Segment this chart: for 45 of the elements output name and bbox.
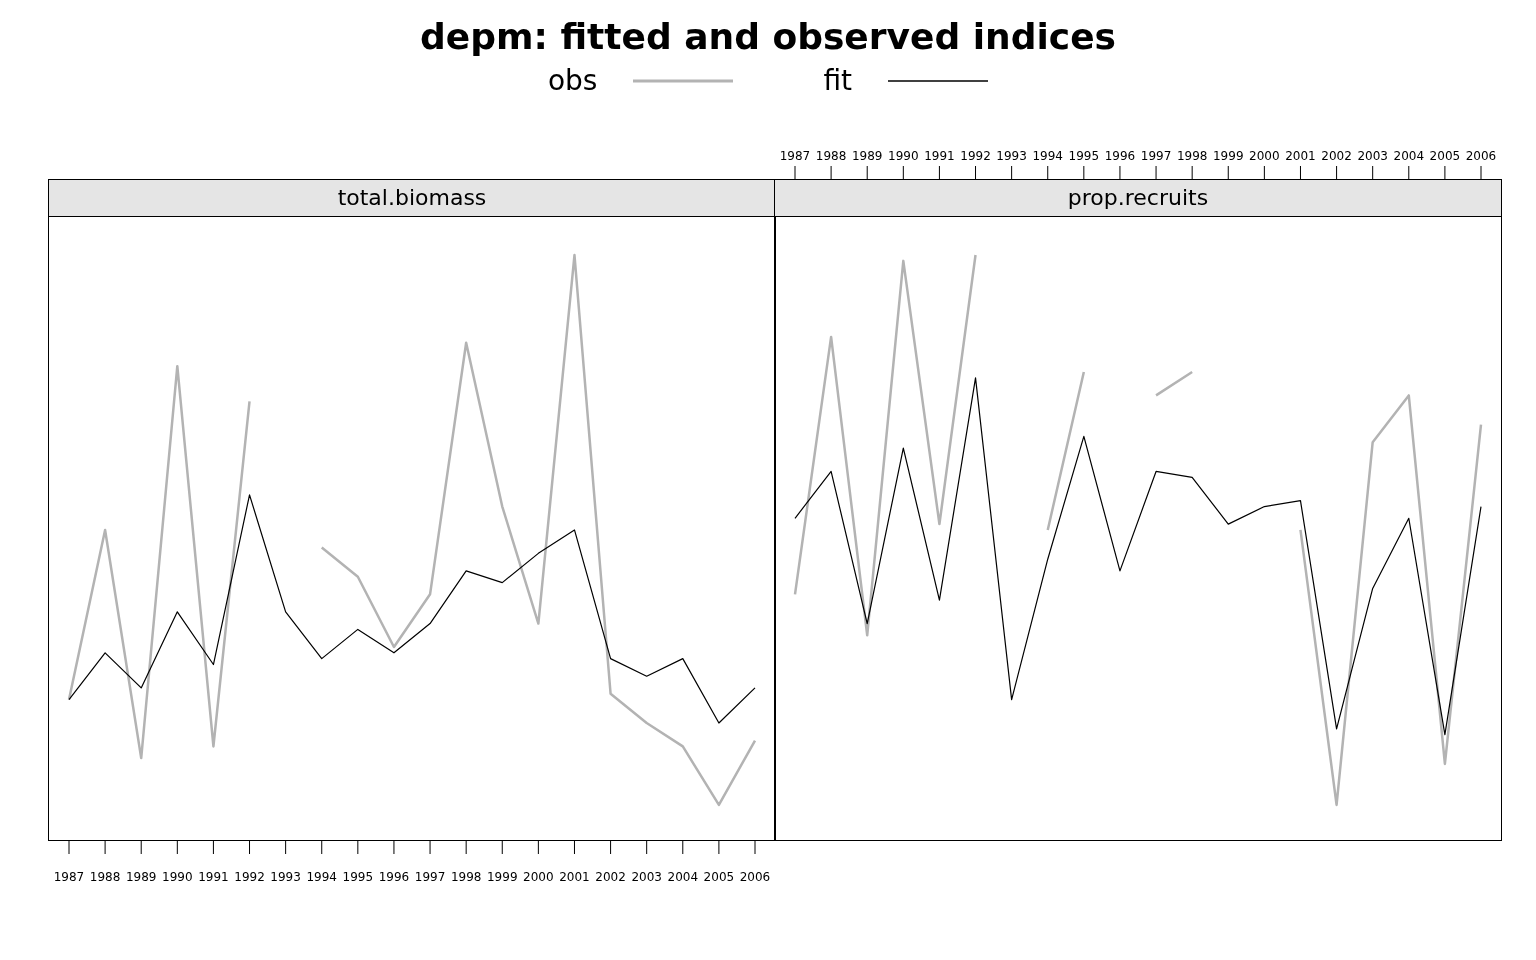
- x-tick-label: 1994: [1032, 149, 1064, 163]
- x-tick-label: 1991: [198, 869, 229, 884]
- x-tick-label: 1993: [996, 149, 1027, 163]
- x-tick-label: 2003: [631, 869, 662, 884]
- chart-title: depm: fitted and observed indices: [419, 16, 1117, 57]
- chart-subtitle: total.biomass: [48, 179, 776, 217]
- x-tick-label: 2005: [703, 869, 735, 884]
- x-tick-label: 1993: [270, 869, 301, 884]
- x-tick-label: 1988: [89, 869, 121, 884]
- x-tick-label: 1987: [53, 869, 85, 884]
- x-tick-label: 1999: [1212, 149, 1244, 163]
- x-tick-label: 2001: [1285, 149, 1316, 163]
- x-tick-label: 1999: [486, 869, 518, 884]
- x-tick-label: 1997: [1140, 149, 1172, 163]
- x-tick-label: 2006: [1465, 149, 1497, 163]
- legend-label: fit: [823, 64, 853, 97]
- x-tick-label: 1992: [960, 149, 991, 163]
- x-tick-label: 1997: [414, 869, 446, 884]
- x-tick-label: 2001: [559, 869, 590, 884]
- x-tick-label: 1990: [888, 149, 919, 163]
- x-tick-label: 1989: [125, 869, 157, 884]
- x-tick-label: 1989: [851, 149, 883, 163]
- x-tick-label: 2005: [1429, 149, 1461, 163]
- x-tick-label: 1998: [1176, 149, 1208, 163]
- x-tick-label: 1998: [450, 869, 482, 884]
- x-tick-label: 1994: [306, 869, 338, 884]
- x-tick-label: 1987: [779, 149, 811, 163]
- x-tick-label: 2002: [1321, 149, 1352, 163]
- x-tick-label: 1990: [162, 869, 193, 884]
- x-tick-label: 2000: [1249, 149, 1280, 163]
- x-tick-label: 1988: [815, 149, 847, 163]
- x-tick-label: 1996: [1104, 149, 1136, 163]
- x-tick-label: 1992: [234, 869, 265, 884]
- x-tick-label: 1995: [342, 869, 374, 884]
- x-tick-label: 1991: [924, 149, 955, 163]
- x-tick-label: 2003: [1357, 149, 1388, 163]
- x-tick-label: 2004: [667, 869, 699, 884]
- chart-subtitle: prop.recruits: [774, 179, 1502, 217]
- x-tick-label: 2006: [739, 869, 771, 884]
- x-tick-label: 1996: [378, 869, 410, 884]
- x-tick-label: 2002: [595, 869, 626, 884]
- x-tick-label: 2000: [523, 869, 554, 884]
- x-tick-label: 1995: [1068, 149, 1100, 163]
- legend-label: obs: [547, 64, 598, 97]
- x-tick-label: 2004: [1393, 149, 1425, 163]
